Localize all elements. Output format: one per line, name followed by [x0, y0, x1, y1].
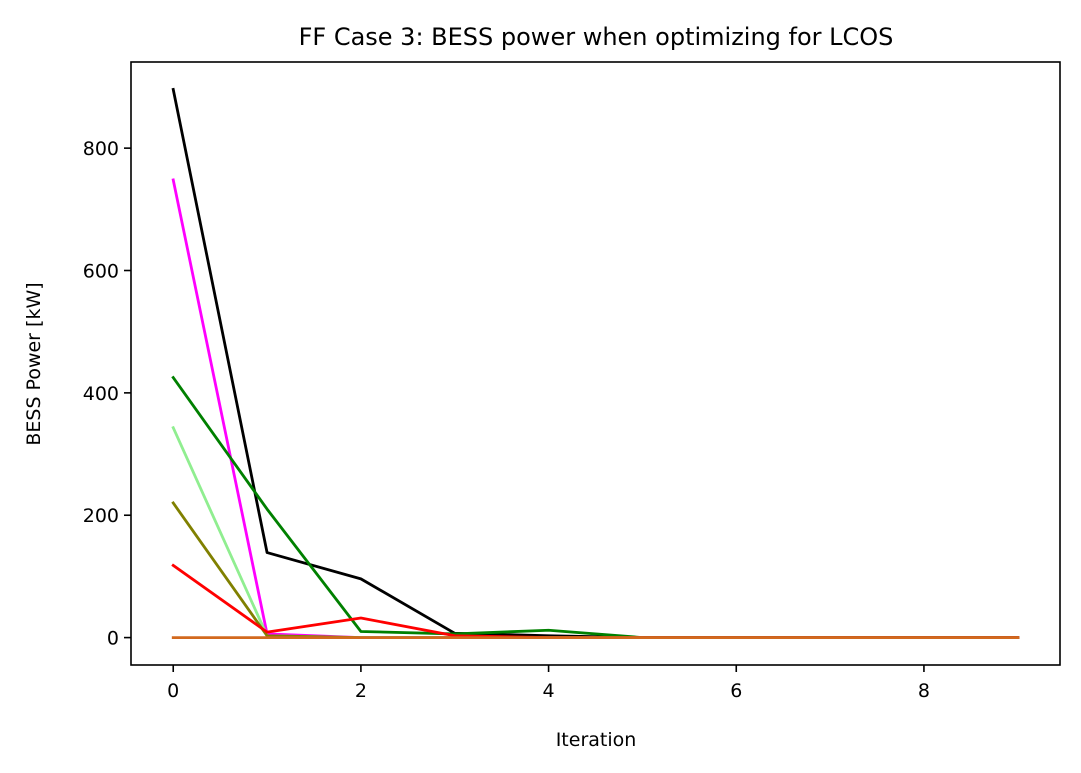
series-line-1 — [171, 87, 1020, 639]
y-tick-label: 800 — [83, 138, 119, 160]
series-line-6 — [171, 563, 1020, 639]
y-tick-label: 600 — [83, 261, 119, 283]
series-line-2 — [171, 178, 1020, 639]
chart-title: FF Case 3: BESS power when optimizing fo… — [299, 23, 894, 51]
x-axis-label: Iteration — [556, 729, 637, 751]
x-tick-label: 0 — [167, 680, 179, 702]
plot-frame — [130, 61, 1061, 666]
x-tick-label: 2 — [355, 680, 367, 702]
x-axis: 0 2 4 6 8 — [167, 665, 930, 702]
series-group — [171, 87, 1020, 639]
series-line-5 — [171, 501, 1020, 639]
series-line-3 — [171, 375, 1020, 639]
y-axis-label: BESS Power [kW] — [23, 282, 45, 445]
series-line-4 — [171, 425, 1020, 639]
y-tick-label: 400 — [83, 383, 119, 405]
x-tick-label: 4 — [543, 680, 555, 702]
y-axis: 0 200 400 600 800 — [83, 138, 131, 650]
x-tick-label: 6 — [730, 680, 742, 702]
y-tick-label: 200 — [83, 505, 119, 527]
y-tick-label: 0 — [107, 628, 119, 650]
x-tick-label: 8 — [918, 680, 930, 702]
